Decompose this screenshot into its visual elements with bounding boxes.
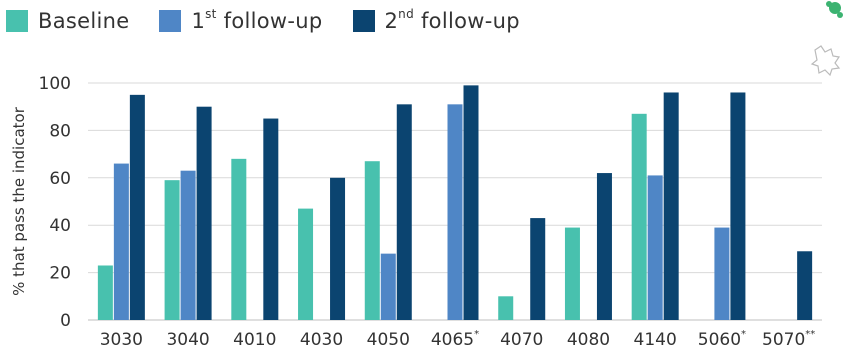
legend-label-follow-up-1: 1st follow-up [191, 7, 323, 33]
corner-logo-icon [810, 1, 843, 76]
x-tick-label: 4065* [431, 329, 479, 350]
bar-follow1-3040 [180, 170, 196, 320]
bar-baseline-4010 [231, 158, 247, 320]
x-tick-label: 5070** [762, 329, 815, 350]
bar-baseline-4030 [298, 208, 314, 320]
bar-follow1-5060 [714, 227, 730, 320]
bar-follow1-3030 [113, 163, 129, 320]
bar-follow2-4065 [463, 85, 479, 321]
bar-baseline-4050 [364, 161, 380, 320]
bar-follow2-3030 [129, 94, 145, 320]
legend-swatch-baseline [6, 10, 28, 32]
bar-follow2-4050 [396, 104, 412, 320]
bar-follow1-4065 [447, 104, 463, 320]
bar-follow2-4140 [663, 92, 679, 320]
bar-baseline-3040 [164, 180, 180, 320]
bar-baseline-4140 [631, 113, 647, 320]
y-tick-label: 60 [49, 169, 71, 189]
bar-baseline-4080 [564, 227, 580, 320]
bar-baseline-4070 [498, 296, 514, 320]
bar-follow2-3040 [196, 106, 212, 320]
bar-follow2-4080 [596, 173, 612, 320]
legend-item-baseline: Baseline [6, 9, 129, 33]
bar-follow1-4050 [380, 253, 396, 320]
y-axis-label: % that pass the indicator [10, 106, 28, 296]
x-tick-label: 3040 [166, 330, 209, 350]
bar-follow2-5070 [797, 251, 813, 320]
bar-follow1-4140 [647, 175, 663, 320]
x-tick-label: 4070 [500, 330, 543, 350]
x-tick-label: 4080 [567, 330, 610, 350]
x-axis-ticks: 3030 3040 4010 4030 4050 4065* 4070 4080 4140 506… [100, 329, 816, 350]
legend-label-follow-up-2: 2nd follow-up [384, 7, 520, 33]
x-tick-label: 4050 [367, 330, 410, 350]
bar-follow2-4070 [530, 218, 546, 320]
y-tick-label: 100 [39, 74, 71, 94]
y-tick-label: 40 [49, 216, 71, 236]
x-tick-label: 4140 [634, 330, 677, 350]
bar-baseline-3030 [97, 265, 113, 320]
y-tick-label: 0 [60, 311, 71, 331]
x-tick-label: 4030 [300, 330, 343, 350]
chart-legend: Baseline 1st follow-up 2nd follow-up [6, 4, 550, 38]
y-tick-label: 20 [49, 264, 71, 284]
legend-item-follow-up-1: 1st follow-up [159, 7, 323, 33]
bar-follow2-5060 [730, 92, 746, 320]
x-tick-label: 4010 [233, 330, 276, 350]
x-tick-label: 5060* [698, 329, 746, 350]
y-tick-label: 80 [49, 121, 71, 141]
legend-item-follow-up-2: 2nd follow-up [352, 7, 520, 33]
bar-follow2-4010 [263, 118, 279, 320]
bar-follow2-4030 [330, 177, 346, 320]
legend-swatch-follow-up-2 [352, 10, 375, 32]
legend-swatch-follow-up-1 [159, 10, 182, 32]
bars [97, 85, 813, 321]
x-tick-label: 3030 [100, 330, 143, 350]
legend-label-baseline: Baseline [38, 9, 130, 33]
y-axis-ticks: 0 20 40 60 80 100 [39, 74, 71, 331]
